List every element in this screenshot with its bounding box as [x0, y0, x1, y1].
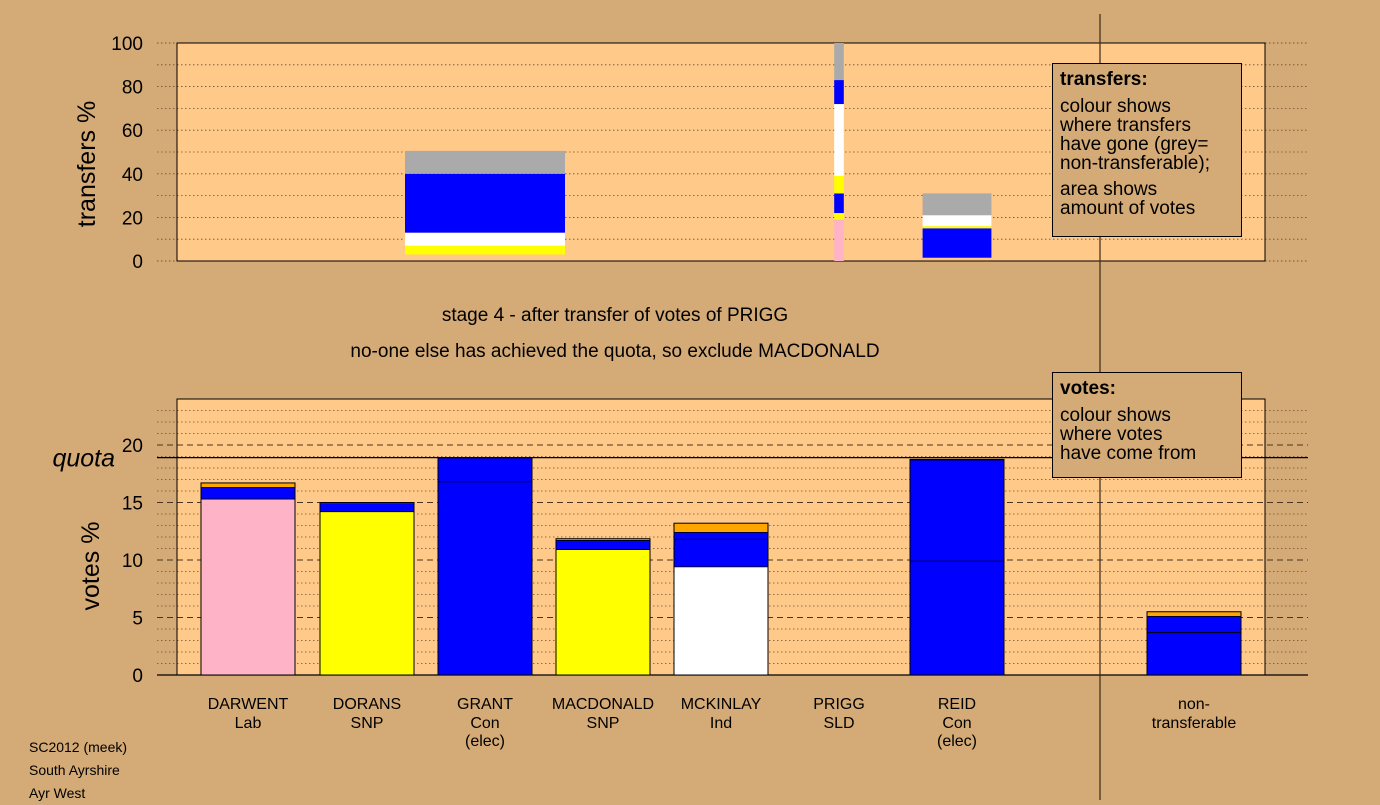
transfers-bar-segment	[922, 215, 992, 227]
votes-bar-segment	[556, 540, 650, 550]
transfers-bar-segment	[834, 175, 844, 194]
candidate-party-label: SNP	[351, 715, 384, 732]
votes-bar-segment	[201, 499, 295, 675]
votes-bar-segment	[320, 502, 414, 504]
votes-bar-segment	[201, 482, 295, 488]
transfers-bar-segment	[922, 193, 992, 216]
votes-bar-outline	[200, 482, 296, 676]
votes-bar-segment	[674, 566, 768, 675]
candidate-note-label: (elec)	[937, 733, 977, 750]
votes-bar-segment	[1147, 616, 1241, 675]
transfers-bar-segment	[834, 213, 844, 220]
votes-bar-segment	[556, 538, 650, 541]
transfers-y-tick-label: 40	[122, 165, 143, 186]
votes-bar-segment	[674, 523, 768, 533]
transfers-bar-segment	[834, 80, 844, 105]
transfers-legend-line: have gone (grey=	[1060, 134, 1209, 155]
footer: SC2012 (meek) South Ayrshire Ayr West	[29, 736, 127, 805]
transfers-bar-segment	[834, 219, 844, 261]
transfers-bar-segment	[405, 232, 565, 246]
transfers-bar-segment	[834, 43, 844, 81]
transfers-y-tick-label: 20	[122, 208, 143, 229]
votes-bar-segment	[438, 457, 532, 675]
footer-ward: Ayr West	[29, 785, 86, 801]
transfers-bar-segment	[405, 245, 565, 255]
stage-title: stage 4 - after transfer of votes of PRI…	[441, 305, 789, 326]
votes-bar-segment	[674, 532, 768, 567]
transfers-y-tick-label: 60	[122, 121, 143, 142]
candidate-name-label: PRIGG	[813, 696, 865, 713]
transfers-bar-segment	[405, 150, 565, 174]
transfers-plot-frame	[176, 42, 1266, 262]
transfers-bar-segment	[405, 173, 565, 233]
transfers-legend-line: area shows	[1060, 179, 1158, 200]
candidate-name-label: MACDONALD	[552, 696, 654, 713]
votes-bar-segment	[320, 503, 414, 512]
transfers-legend-line: non-transferable);	[1060, 153, 1210, 174]
votes-legend-line: have come from	[1060, 443, 1197, 464]
candidate-party-label: Con	[942, 715, 971, 732]
candidate-name-label: REID	[938, 696, 976, 713]
votes-bar-segment	[320, 511, 414, 675]
transfers-legend-line: where transfers	[1060, 115, 1191, 136]
votes-y-tick-label: 5	[132, 609, 143, 630]
transfers-legend: transfers: colour shows where transfers …	[1052, 63, 1242, 237]
votes-legend-title: votes:	[1060, 378, 1116, 399]
candidate-party-label: transferable	[1152, 715, 1237, 732]
votes-legend-line: where votes	[1060, 424, 1163, 445]
votes-bar-outline	[1146, 611, 1242, 676]
candidate-note-label: (elec)	[465, 733, 505, 750]
candidate-party-label: Lab	[235, 715, 262, 732]
votes-bar-segment	[556, 549, 650, 675]
votes-bar-outline	[673, 522, 769, 676]
votes-y-axis-title: votes %	[77, 522, 105, 611]
votes-bar-outline	[909, 458, 1005, 676]
candidate-party-label: SLD	[823, 715, 854, 732]
votes-bar-outline	[555, 538, 651, 676]
candidate-name-label: DARWENT	[208, 696, 289, 713]
transfers-bar-segment	[922, 226, 992, 229]
votes-legend-line: colour shows	[1060, 405, 1171, 426]
transfers-y-tick-label: 0	[132, 252, 143, 273]
candidate-name-label: GRANT	[457, 696, 513, 713]
candidate-party-label: SNP	[587, 715, 620, 732]
stage-subtitle: no-one else has achieved the quota, so e…	[350, 341, 880, 362]
votes-y-tick-label: 10	[122, 551, 143, 572]
transfers-bar-segment	[922, 228, 992, 258]
candidate-party-label: Ind	[710, 715, 732, 732]
candidate-name-label: MCKINLAY	[681, 696, 762, 713]
votes-bar-segment	[1147, 611, 1241, 617]
footer-council: South Ayrshire	[29, 762, 120, 778]
candidate-name-label: DORANS	[333, 696, 401, 713]
votes-y-tick-label: 0	[132, 666, 143, 687]
transfers-legend-title: transfers:	[1060, 69, 1148, 90]
votes-bar-outline	[319, 502, 415, 676]
votes-y-tick-label: 20	[122, 436, 143, 457]
votes-bar-segment	[201, 487, 295, 500]
transfers-legend-line: amount of votes	[1060, 198, 1196, 219]
transfers-legend-line: colour shows	[1060, 96, 1171, 117]
candidate-name-label: non-	[1178, 696, 1210, 713]
quota-label: quota	[52, 445, 115, 473]
votes-legend: votes: colour shows where votes have com…	[1052, 372, 1242, 478]
transfers-bar-segment	[834, 104, 844, 176]
transfers-y-tick-label: 80	[122, 78, 143, 99]
transfers-y-tick-label: 100	[111, 34, 143, 55]
transfers-bar-segment	[834, 193, 844, 214]
candidate-party-label: Con	[470, 715, 499, 732]
votes-y-tick-label: 15	[122, 494, 143, 515]
votes-bar-segment	[910, 459, 1004, 675]
footer-election: SC2012 (meek)	[29, 739, 128, 755]
transfers-y-axis-title: transfers %	[73, 101, 101, 227]
